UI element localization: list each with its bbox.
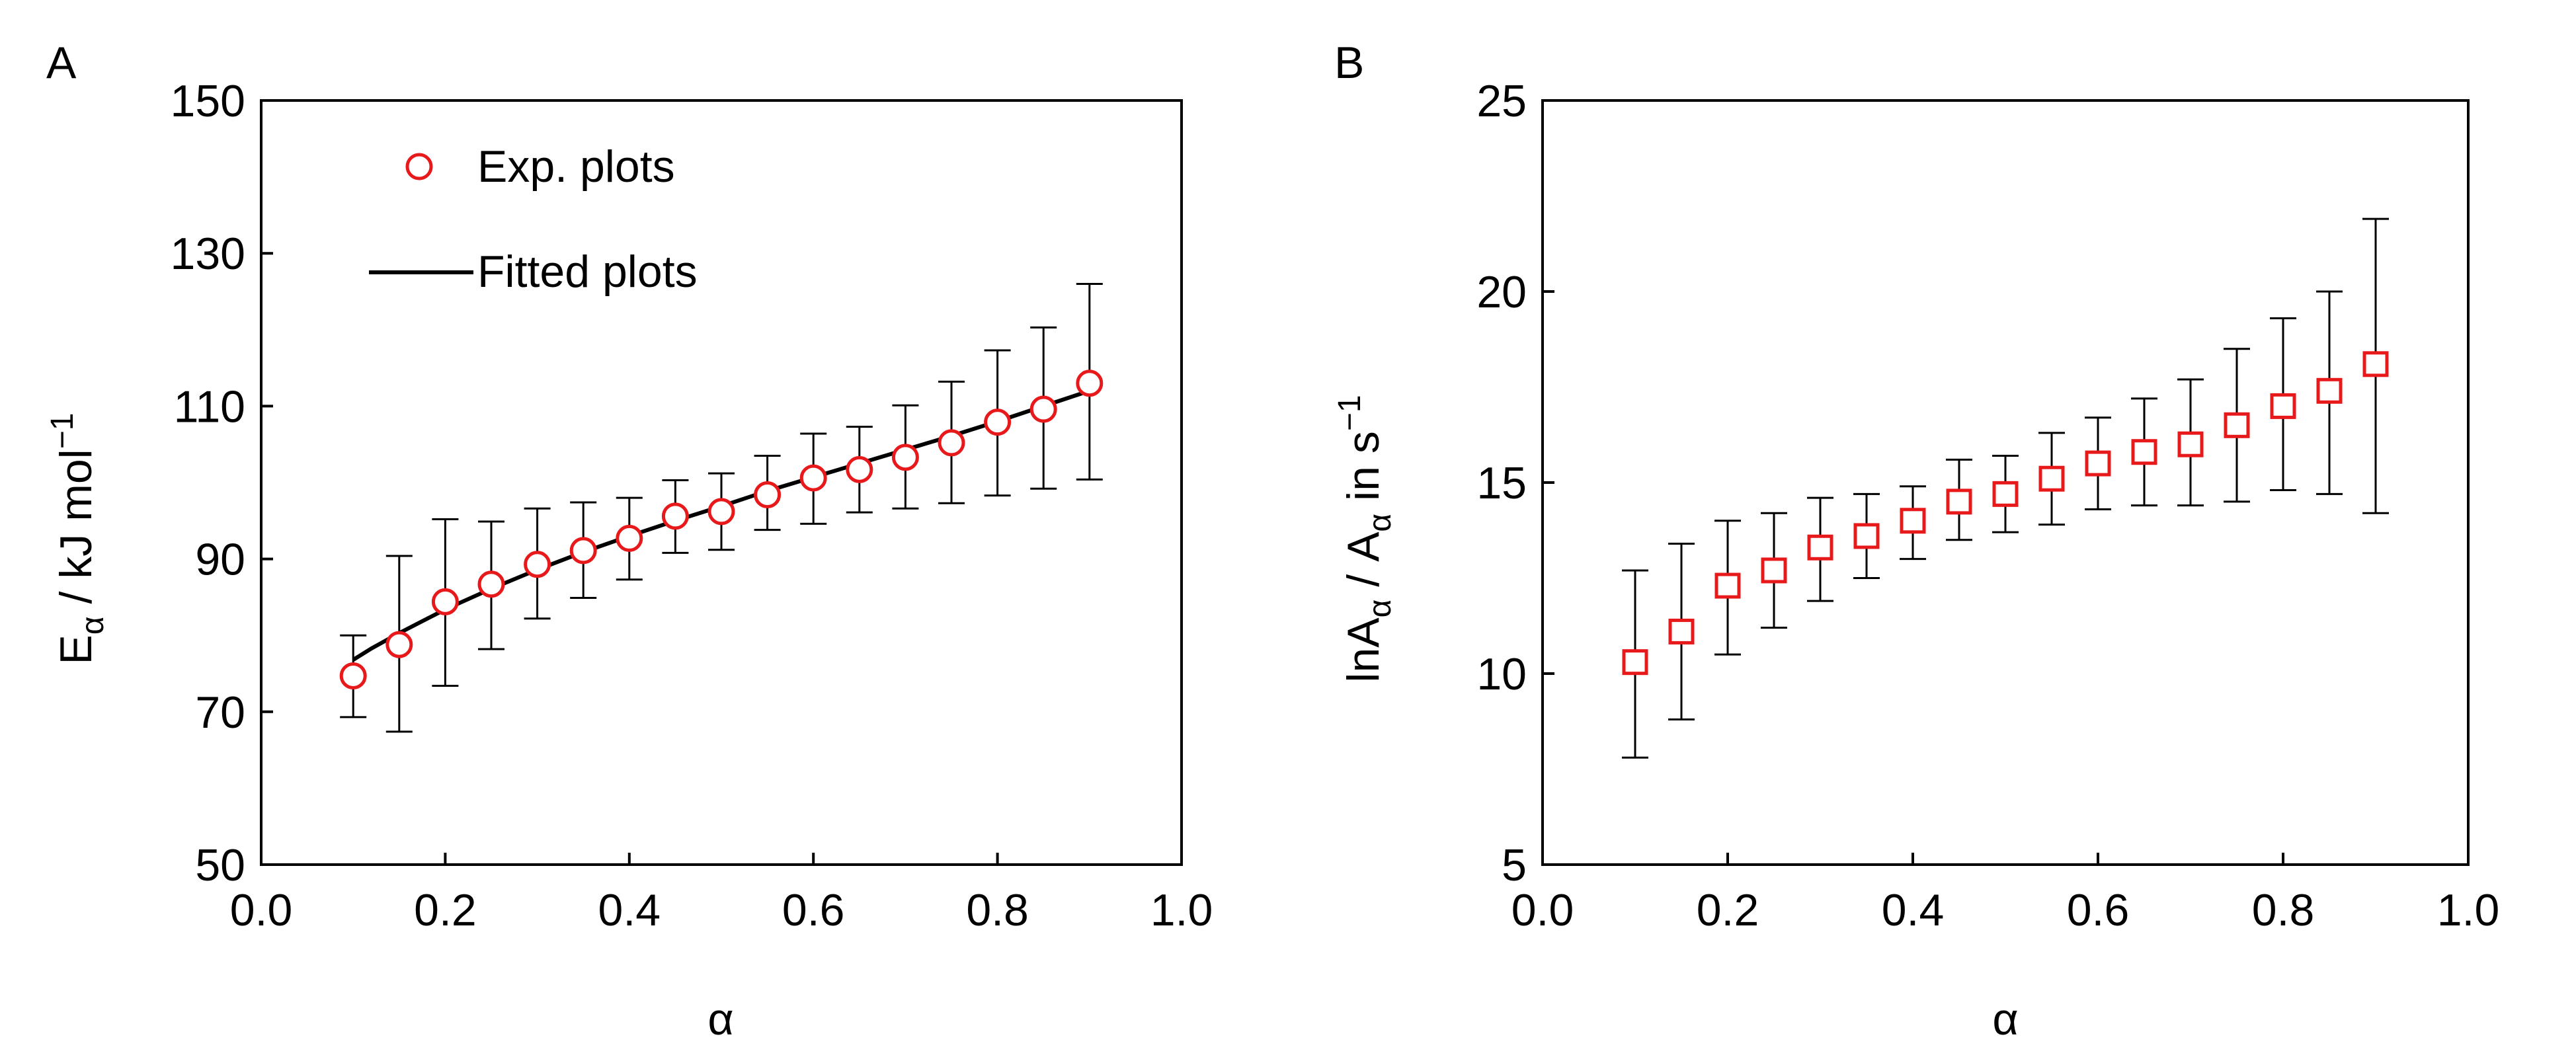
- panel-b-x-tick-label: 0.6: [2067, 885, 2130, 935]
- panel-a-data-point: [339, 662, 367, 689]
- panel-a-data-point: [938, 429, 965, 457]
- panel-a-x-tick-label: 0.0: [230, 885, 293, 935]
- panel-b-data-point: [2085, 450, 2111, 477]
- panel-a-x-tick-label: 0.2: [414, 885, 477, 935]
- panel-b-data-point: [1714, 572, 1741, 599]
- panel-b-y-tick-label: 5: [1502, 840, 1527, 890]
- panel-a-data-point: [891, 444, 919, 471]
- panel-b-x-tick-label: 0.2: [1697, 885, 1759, 935]
- panel-b-x-tick-label: 1.0: [2437, 885, 2500, 935]
- panel-a-data-point: [524, 551, 551, 578]
- panel-a-data-point: [385, 631, 413, 658]
- panel-a-data-point: [616, 524, 643, 552]
- panel-a-data-point: [1029, 395, 1057, 423]
- panel-a-y-tick-label: 110: [174, 381, 245, 432]
- panel-a-y-tick-label: 130: [171, 229, 245, 279]
- panel-a-data-point: [569, 537, 597, 565]
- panel-b-y-tick-label: 15: [1476, 458, 1527, 508]
- svg-text:Eα / kJ mol−1: Eα / kJ mol−1: [45, 413, 110, 665]
- panel-b-data-point: [1668, 618, 1695, 644]
- panel-b-data-point: [2224, 412, 2250, 438]
- panel-b-y-axis-label: lnAα / Aα in s−1: [1332, 395, 1398, 682]
- panel-b-data-point: [1900, 508, 1926, 534]
- panel-a-data-point: [477, 570, 505, 598]
- panel-a-data-point: [431, 588, 459, 615]
- panel-b-data-point: [1853, 523, 1880, 549]
- panel-b-x-axis-label: α: [1992, 994, 2018, 1044]
- panel-b-data-point: [2316, 377, 2343, 404]
- panel-b-data-point: [1807, 534, 1833, 561]
- panel-a-x-tick-label: 0.8: [966, 885, 1029, 935]
- panel-b-x-tick-label: 0.8: [2252, 885, 2315, 935]
- panel-a-y-tick-label: 70: [195, 687, 245, 738]
- panel-b-data-point: [1992, 481, 2019, 507]
- panel-b-data-point: [1761, 557, 1787, 584]
- panel-b-data-point: [2270, 393, 2296, 419]
- panel-b-data-point: [2131, 439, 2157, 465]
- panel-a-data-point: [661, 502, 689, 530]
- panel-b-x-tick-label: 0.0: [1511, 885, 1574, 935]
- panel-b-data-point: [2038, 465, 2065, 492]
- panel-b-y-tick-label: 10: [1476, 649, 1527, 699]
- panel-b-data-point: [2177, 431, 2204, 457]
- panel-b-y-tick-label: 20: [1476, 267, 1527, 317]
- legend-fit-label: Fitted plots: [477, 247, 698, 297]
- panel-a-x-tick-label: 0.4: [598, 885, 661, 935]
- panel-a-legend: Exp. plots Fitted plots: [369, 141, 698, 297]
- panel-b: B lnAα / Aα in s−1 α 0.0 0.2 0.4 0.6 0.8 1.0 5…: [1332, 38, 2499, 1044]
- svg-text:lnAα / Aα in s−1: lnAα / Aα in s−1: [1332, 395, 1398, 682]
- panel-a: A Eα / kJ mol−1 α Exp. plots Fitted plot…: [45, 38, 1213, 1044]
- panel-a-plot-frame: [260, 99, 1183, 866]
- panel-a-data-point: [707, 498, 735, 526]
- panel-a-y-axis-label: Eα / kJ mol−1: [45, 413, 110, 665]
- panel-a-data-point: [984, 409, 1012, 436]
- panel-a-y-tick-label: 50: [195, 840, 245, 890]
- panel-b-x-tick-label: 0.4: [1882, 885, 1945, 935]
- panel-a-y-tick-label: 90: [195, 535, 245, 585]
- panel-b-y-tick-label: 25: [1476, 76, 1527, 126]
- panel-b-data-point: [1946, 488, 1972, 515]
- panel-a-y-tick-label: 150: [171, 76, 245, 126]
- panel-a-x-tick-label: 0.6: [782, 885, 845, 935]
- panel-b-data-point: [1622, 649, 1648, 676]
- panel-a-data-point: [754, 481, 782, 508]
- panel-a-label: A: [46, 38, 77, 88]
- panel-a-data-point: [799, 464, 827, 492]
- panel-a-data-point: [1076, 370, 1104, 397]
- panel-a-x-tick-label: 1.0: [1150, 885, 1213, 935]
- legend-exp-label: Exp. plots: [477, 141, 675, 192]
- panel-a-data-point: [846, 455, 873, 483]
- legend-exp-marker: [405, 153, 433, 180]
- panel-b-data-point: [2362, 351, 2389, 377]
- panel-a-x-axis-label: α: [707, 994, 733, 1044]
- panel-b-label: B: [1334, 38, 1364, 88]
